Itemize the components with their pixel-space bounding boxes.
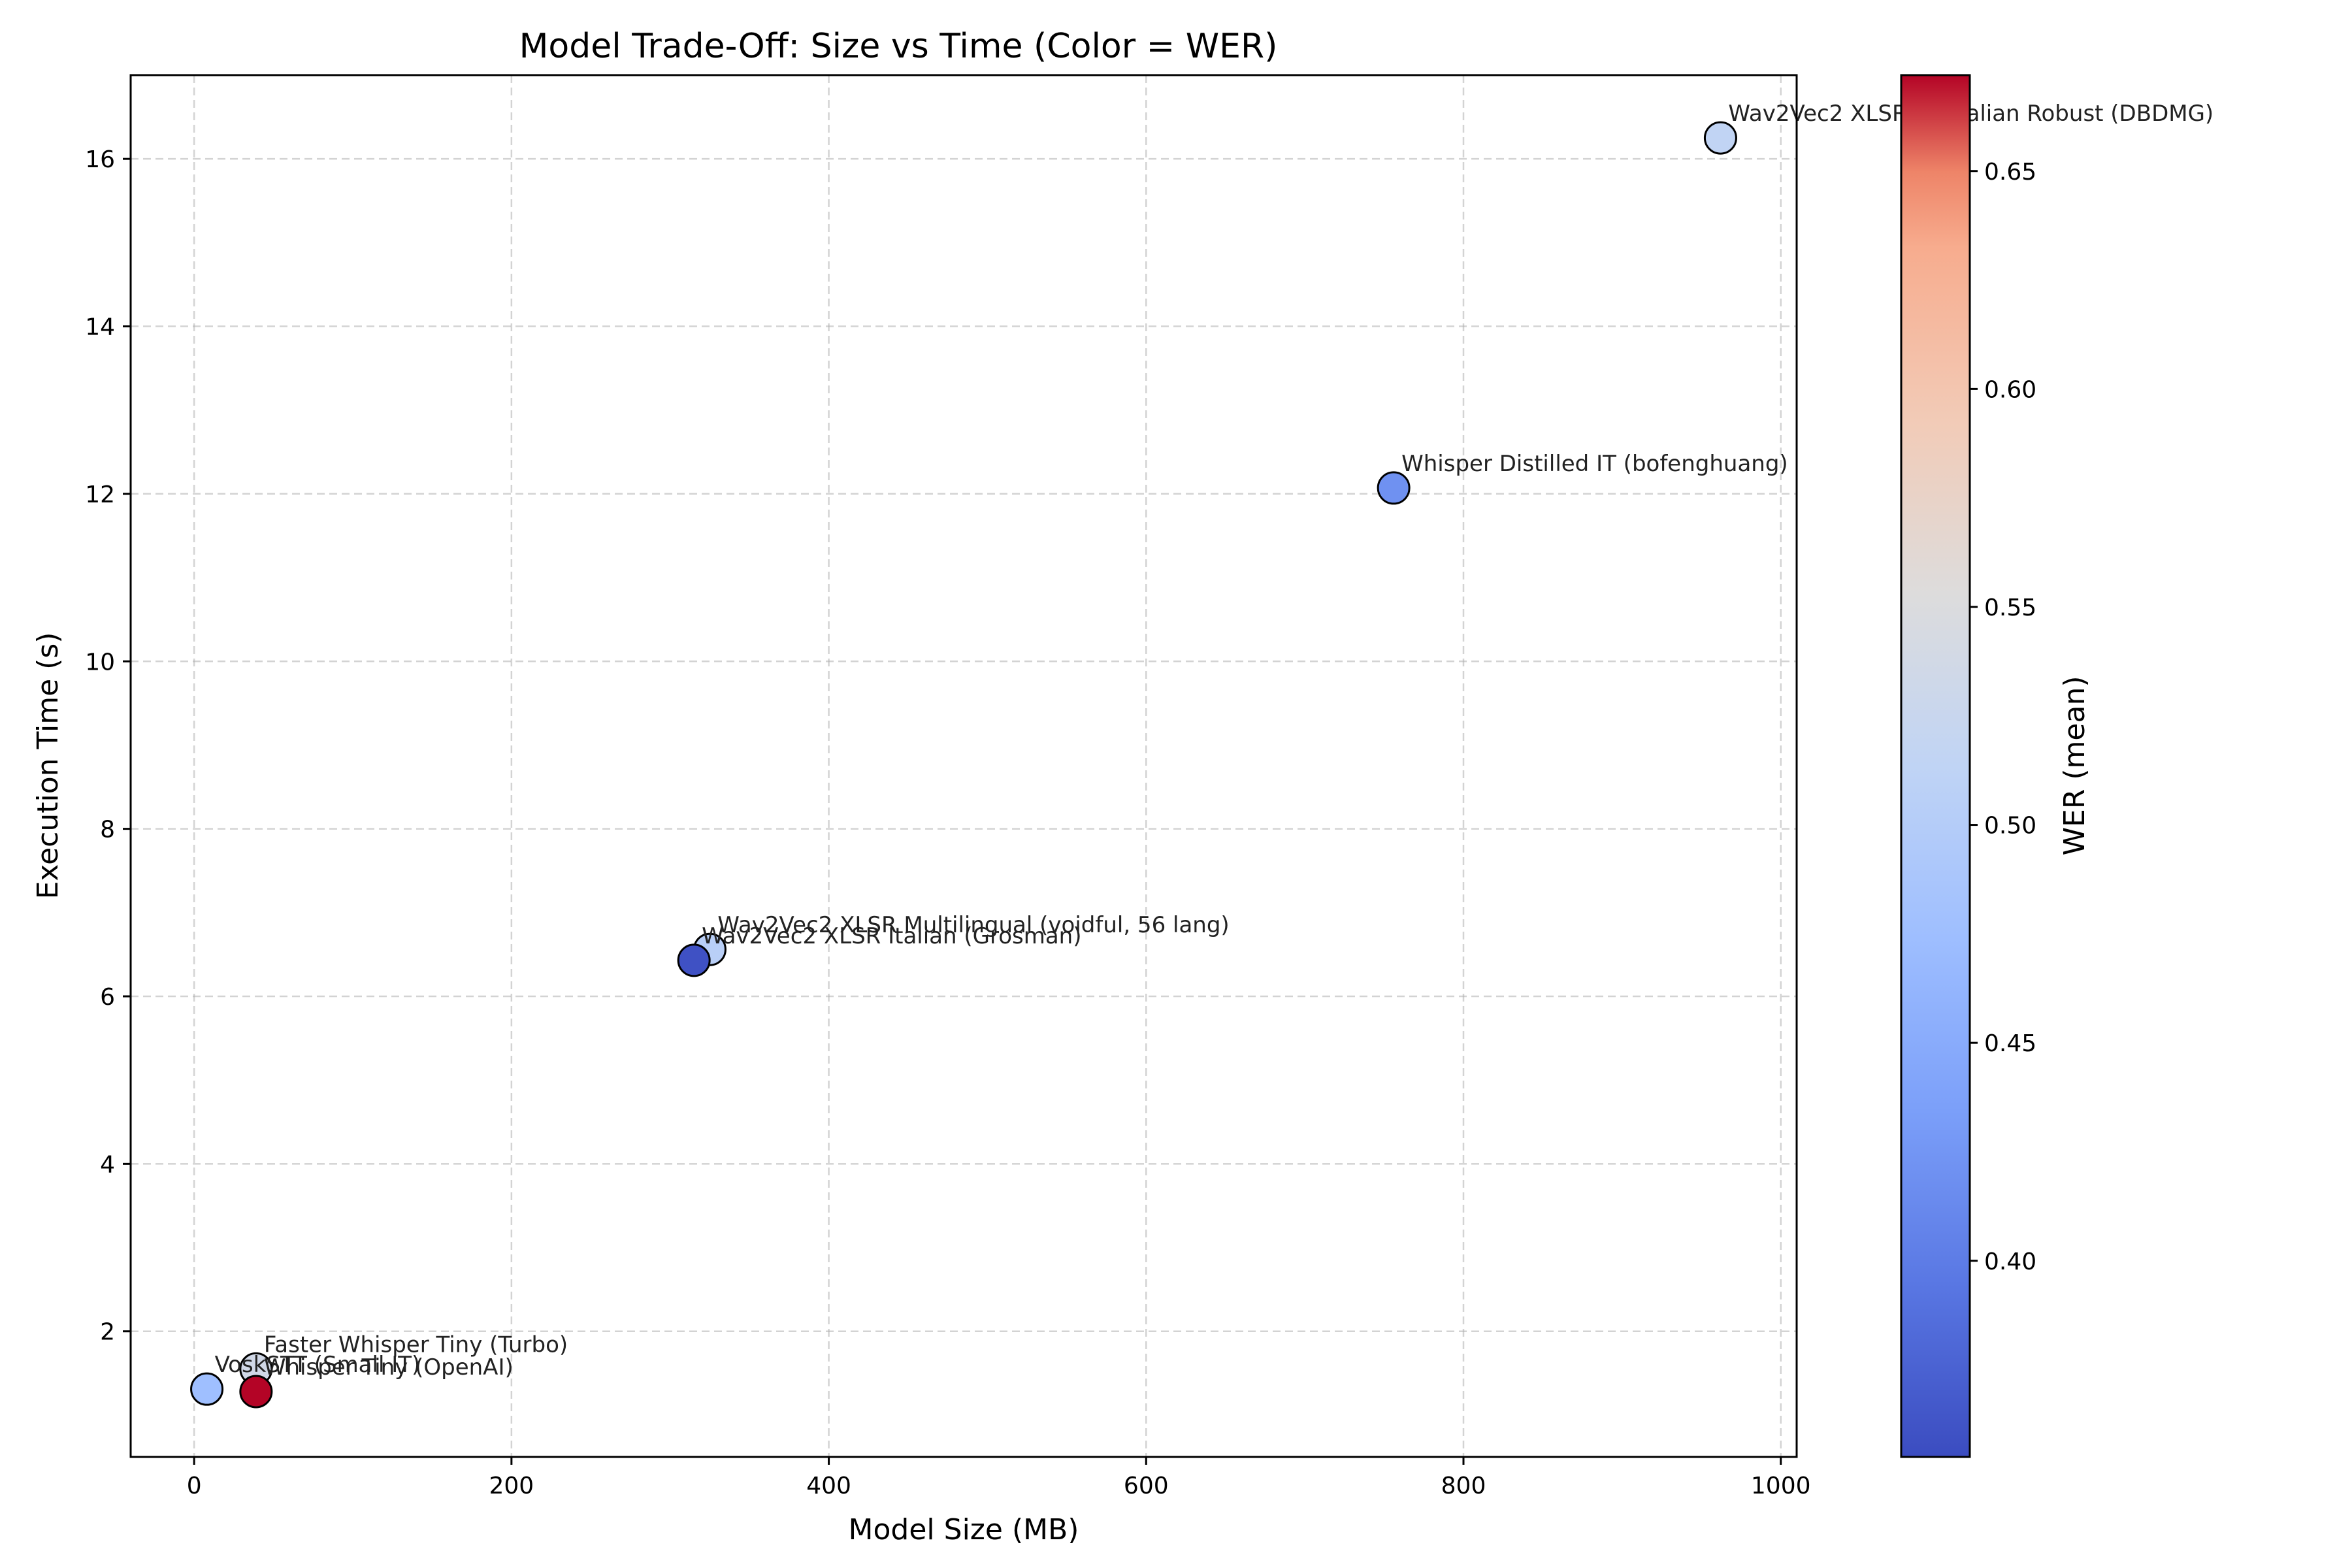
colorbar-ticks: 0.40 0.45 0.50 0.55 0.60 0.65 [1970, 159, 2036, 1275]
y-tick-label: 12 [85, 482, 115, 508]
colorbar-tick-label: 0.60 [1984, 376, 2036, 403]
point-label: VoskSTT (Small IT) [215, 1352, 421, 1378]
y-tick-label: 16 [85, 146, 115, 173]
y-tick-label: 6 [100, 984, 115, 1011]
colorbar-tick-label: 0.45 [1984, 1030, 2036, 1057]
data-point [1703, 121, 1737, 155]
chart-title: Model Trade-Off: Size vs Time (Color = W… [519, 27, 1278, 66]
colorbar [1900, 74, 1971, 1458]
y-tick-label: 2 [100, 1319, 115, 1346]
colorbar-label: WER (mean) [2058, 676, 2091, 856]
x-tick-label: 800 [1441, 1473, 1486, 1499]
y-ticks: 2 4 6 8 10 12 14 16 [85, 146, 131, 1346]
data-point [239, 1375, 273, 1409]
x-axis-label: Model Size (MB) [849, 1513, 1079, 1546]
x-tick-label: 200 [489, 1473, 534, 1499]
point-label: Wav2Vec2 XLSR Multilingual (voidful, 56 … [717, 912, 1229, 938]
x-tick-label: 0 [187, 1473, 202, 1499]
y-axis-label: Execution Time (s) [31, 632, 65, 900]
x-tick-label: 400 [806, 1473, 851, 1499]
colorbar-tick-label: 0.40 [1984, 1249, 2036, 1275]
point-label: Whisper Distilled IT (bofenghuang) [1401, 451, 1788, 477]
y-tick-label: 14 [85, 314, 115, 341]
point-label: Wav2Vec2 XLSR 1B Italian Robust (DBDMG) [1728, 101, 2213, 127]
y-tick-label: 8 [100, 817, 115, 843]
colorbar-tick-label: 0.65 [1984, 159, 2036, 186]
plot-frame [129, 74, 1798, 1458]
point-labels: Wav2Vec2 XLSR 1B Italian Robust (DBDMG) W… [215, 101, 2214, 1380]
x-tick-label: 1000 [1751, 1473, 1811, 1499]
point-label: Wav2Vec2 XLSR Italian (Grosman) [702, 923, 1081, 949]
x-ticks: 0 200 400 600 800 1000 [187, 1457, 1811, 1499]
point-label: Whisper Tiny (OpenAI) [264, 1354, 514, 1380]
x-tick-label: 600 [1124, 1473, 1169, 1499]
y-tick-label: 4 [100, 1151, 115, 1178]
grid [131, 75, 1797, 1457]
data-points [190, 121, 1737, 1409]
colorbar-tick-label: 0.50 [1984, 813, 2036, 840]
point-label: Faster Whisper Tiny (Turbo) [264, 1331, 568, 1358]
data-point [1377, 471, 1411, 505]
data-point [190, 1372, 224, 1406]
data-point [677, 943, 711, 977]
y-tick-label: 10 [85, 649, 115, 676]
colorbar-tick-label: 0.55 [1984, 595, 2036, 621]
